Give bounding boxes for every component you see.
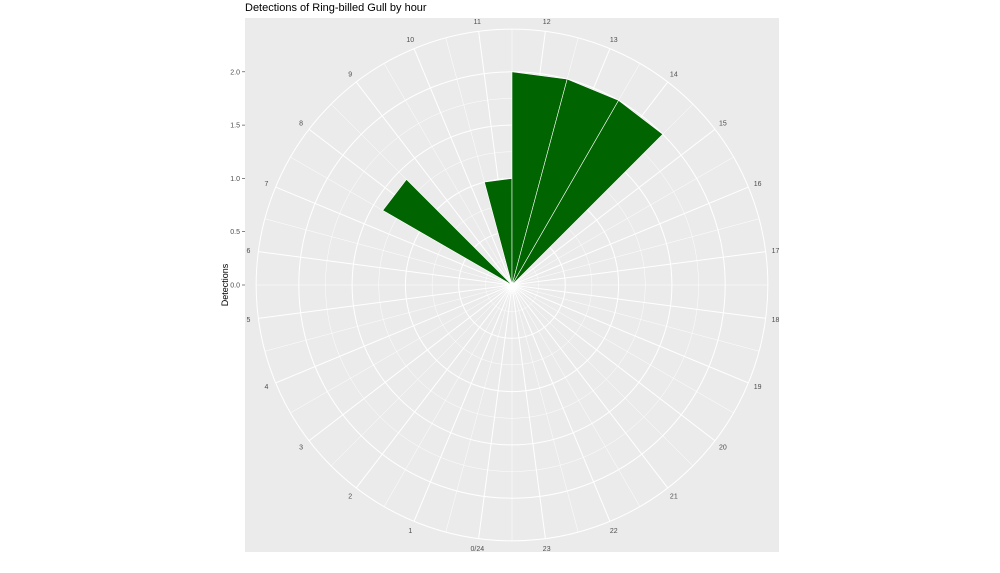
hour-tick-label: 20 bbox=[719, 444, 727, 451]
radial-gridline bbox=[275, 186, 513, 286]
hour-tick-label: 14 bbox=[670, 72, 678, 79]
radial-gridline bbox=[308, 284, 513, 442]
radial-gridline bbox=[511, 251, 766, 286]
hour-tick-label: 8 bbox=[299, 121, 303, 128]
hour-tick-label: 13 bbox=[610, 37, 618, 44]
y-tick-label: 0.5 bbox=[230, 229, 240, 236]
radial-gridline bbox=[355, 284, 513, 489]
hour-tick-label: 19 bbox=[754, 384, 762, 391]
hour-tick-label: 12 bbox=[543, 19, 551, 26]
radial-gridline bbox=[511, 186, 749, 286]
radial-minor-gridline bbox=[383, 63, 513, 286]
hour-tick-label: 15 bbox=[719, 121, 727, 128]
y-tick-label: 1.5 bbox=[230, 123, 240, 130]
bar-layer bbox=[382, 71, 664, 286]
hour-tick-label: 3 bbox=[299, 444, 303, 451]
radial-gridline bbox=[511, 284, 546, 539]
y-axis: 0.0 0.5 1.0 1.5 2.0 bbox=[230, 69, 245, 290]
radial-gridline bbox=[478, 284, 513, 539]
radial-gridline bbox=[511, 284, 611, 522]
hour-tick-label: 17 bbox=[772, 248, 780, 255]
radial-minor-gridline bbox=[383, 284, 513, 507]
hour-tick-label: 7 bbox=[264, 181, 268, 188]
radial-gridline bbox=[511, 284, 669, 489]
radial-minor-gridline bbox=[511, 284, 760, 352]
radial-minor-gridline bbox=[511, 284, 694, 467]
hour-tick-label: 22 bbox=[610, 528, 618, 535]
hour-tick-label: 5 bbox=[246, 317, 250, 324]
hour-tick-label: 2 bbox=[348, 493, 352, 500]
radial-gridline bbox=[511, 284, 716, 442]
hour-tick-label: 18 bbox=[772, 317, 780, 324]
hour-tick-label: 1 bbox=[408, 528, 412, 535]
hour-tick-label: 21 bbox=[670, 493, 678, 500]
radial-gridline bbox=[413, 48, 513, 286]
hour-tick-label: 16 bbox=[754, 181, 762, 188]
radial-minor-gridline bbox=[511, 218, 760, 286]
chart-title: Detections of Ring-billed Gull by hour bbox=[245, 2, 427, 14]
radial-minor-gridline bbox=[264, 284, 513, 352]
radial-minor-gridline bbox=[330, 284, 513, 467]
hour-tick-label: 10 bbox=[406, 37, 414, 44]
radial-minor-gridline bbox=[511, 284, 579, 533]
radial-minor-gridline bbox=[264, 218, 513, 286]
radial-gridline bbox=[275, 284, 513, 384]
radial-minor-gridline bbox=[511, 284, 734, 414]
radial-minor-gridline bbox=[290, 284, 513, 414]
radial-gridline bbox=[511, 284, 749, 384]
y-tick-label: 0.0 bbox=[230, 283, 240, 290]
y-axis-label: Detections bbox=[220, 263, 230, 306]
hour-tick-label: 0/24 bbox=[470, 546, 484, 553]
radial-minor-gridline bbox=[445, 284, 513, 533]
radial-gridline bbox=[413, 284, 513, 522]
bar-hour-14 bbox=[511, 100, 664, 286]
hour-tick-label: 9 bbox=[348, 72, 352, 79]
hour-tick-label: 6 bbox=[246, 248, 250, 255]
hour-tick-label: 4 bbox=[264, 384, 268, 391]
radial-gridline bbox=[511, 284, 766, 319]
radial-gridline bbox=[355, 81, 513, 286]
radial-gridline bbox=[258, 284, 513, 319]
y-tick-label: 2.0 bbox=[230, 69, 240, 76]
radial-minor-gridline bbox=[511, 156, 734, 286]
hour-tick-label: 23 bbox=[543, 546, 551, 553]
radial-minor-gridline bbox=[511, 284, 641, 507]
radial-gridline bbox=[511, 128, 716, 286]
radial-gridline bbox=[258, 251, 513, 286]
y-tick-label: 1.0 bbox=[230, 176, 240, 183]
hour-tick-label: 11 bbox=[474, 19, 481, 26]
bar-hour-8 bbox=[382, 179, 513, 286]
